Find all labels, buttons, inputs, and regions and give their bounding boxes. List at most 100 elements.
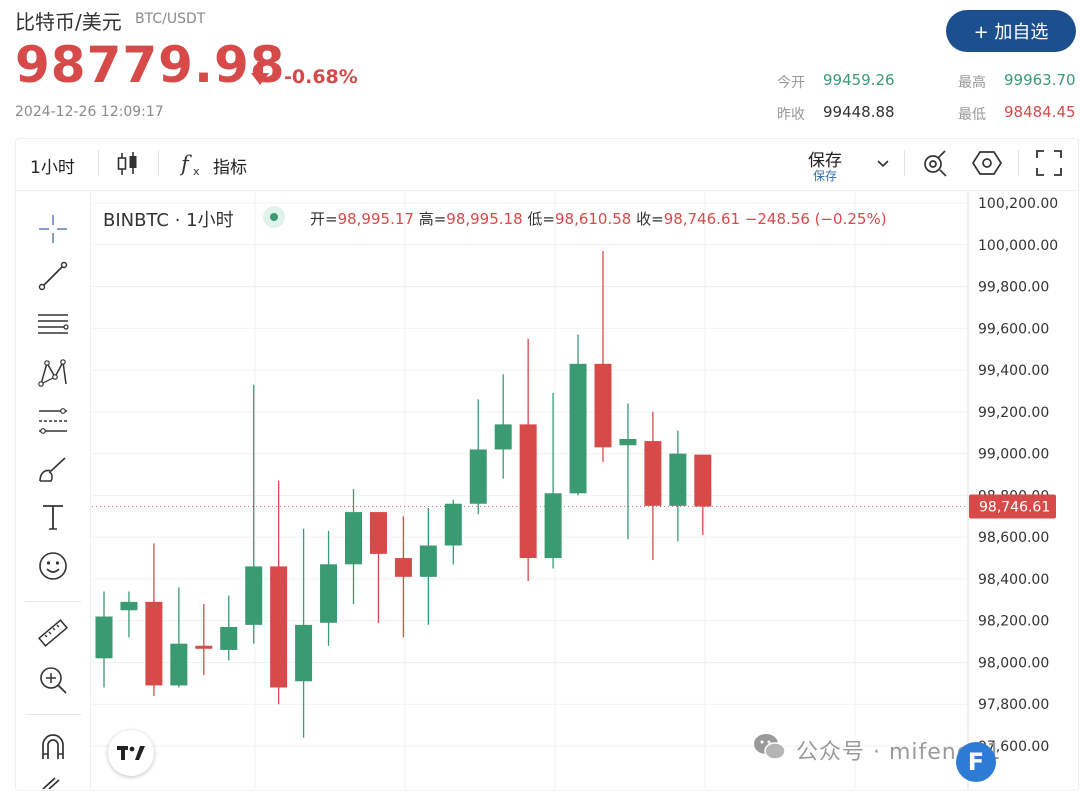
- high-label: 最高: [958, 75, 986, 91]
- candle-body: [619, 438, 637, 446]
- toolbar-separator: [98, 150, 99, 176]
- y-tick-label: 100,000.00: [978, 238, 1058, 254]
- add-watchlist-button[interactable]: + 加自选: [946, 10, 1076, 52]
- candle: [270, 480, 288, 705]
- candle-body: [594, 363, 612, 448]
- high-label: 高=: [418, 210, 447, 228]
- tool-divider: [25, 601, 81, 602]
- candle: [544, 393, 562, 569]
- candle-body: [494, 424, 512, 450]
- magnet-icon[interactable]: [37, 731, 69, 763]
- prev-close-value: 99448.88: [823, 103, 895, 121]
- candle: [170, 587, 188, 688]
- change-percent: -0.68%: [284, 66, 358, 88]
- candle-body: [419, 545, 437, 577]
- y-tick-label: 99,600.00: [978, 321, 1049, 337]
- candle: [295, 528, 313, 738]
- candle-body: [195, 645, 213, 649]
- y-tick-label: 98,400.00: [978, 572, 1049, 588]
- low-label: 低=: [527, 210, 555, 228]
- pair-code: BTC/USDT: [135, 11, 206, 27]
- candle: [369, 512, 387, 623]
- toolbar-separator: [904, 150, 905, 176]
- toolbar-separator: [1018, 150, 1019, 176]
- brush-icon[interactable]: [37, 453, 69, 485]
- candle-body: [320, 564, 338, 623]
- zoom-in-icon[interactable]: [37, 664, 69, 696]
- crosshair-icon[interactable]: [37, 213, 69, 245]
- toolbar-divider-vertical: [90, 191, 91, 789]
- chart-symbol: BINBTC · 1小时: [103, 210, 234, 231]
- arrow-down-icon: [251, 62, 269, 85]
- candle-body: [694, 454, 712, 507]
- y-tick-label: 98,200.00: [978, 614, 1049, 630]
- candle-body: [295, 624, 313, 682]
- y-tick-label: 99,000.00: [978, 447, 1049, 463]
- candle: [669, 430, 687, 542]
- prev-close-label: 昨收: [777, 107, 805, 123]
- high-value: 99963.70: [1004, 71, 1076, 89]
- candle: [644, 411, 662, 561]
- candle: [419, 507, 437, 625]
- emoji-icon[interactable]: [37, 550, 69, 582]
- candle: [120, 591, 138, 638]
- candle-body: [544, 493, 562, 559]
- hexagon-icon[interactable]: [972, 148, 1002, 178]
- low-label: 最低: [958, 107, 986, 123]
- y-tick-label: 100,200.00: [978, 196, 1058, 212]
- indicators-button[interactable]: 指标: [213, 158, 247, 178]
- price-axis: 100,200.00 100,000.00 99,800.00 99,600.00 99…: [967, 191, 1058, 789]
- candle-body: [120, 601, 138, 611]
- settings-icon[interactable]: [920, 148, 950, 178]
- fx-icon[interactable]: f x: [180, 150, 206, 178]
- candle: [469, 399, 487, 515]
- fullscreen-icon[interactable]: [1036, 150, 1062, 176]
- toolbar-divider: [15, 190, 1077, 191]
- f-logo-icon: F: [956, 742, 996, 782]
- high-value: 98,995.18: [446, 210, 523, 228]
- pencil-icon[interactable]: [37, 776, 69, 789]
- candle: [569, 334, 587, 496]
- y-tick-label: 97,800.00: [978, 697, 1049, 713]
- candle: [394, 516, 412, 638]
- close-label: 收=: [636, 210, 664, 228]
- candles-icon[interactable]: [116, 150, 140, 178]
- tool-divider: [25, 714, 81, 715]
- last-price-label: 98,746.61: [979, 500, 1050, 516]
- y-tick-label: 98,600.00: [978, 530, 1049, 546]
- pair-name: 比特币/美元: [15, 10, 122, 34]
- candle-body: [469, 449, 487, 504]
- candle-body: [145, 601, 163, 686]
- tv-logo-icon: [117, 746, 145, 760]
- candle-body: [170, 643, 188, 686]
- candle-body: [270, 566, 288, 688]
- trend-line-icon[interactable]: [37, 260, 69, 292]
- interval-button[interactable]: 1小时: [30, 158, 75, 178]
- y-tick-label: 98,000.00: [978, 655, 1049, 671]
- pattern-icon[interactable]: [37, 357, 69, 389]
- save-button[interactable]: 保存: [808, 151, 842, 171]
- candles: [95, 251, 712, 738]
- ruler-icon[interactable]: [37, 617, 69, 649]
- drawing-toolbar: [15, 191, 90, 789]
- candle: [444, 499, 462, 565]
- text-icon[interactable]: [37, 501, 69, 533]
- candle-body: [345, 512, 362, 565]
- last-price-tag: 98,746.61: [969, 494, 1056, 519]
- candle-body: [519, 424, 537, 559]
- low-value: 98,610.58: [554, 210, 632, 228]
- horizontal-lines-icon[interactable]: [37, 308, 69, 340]
- candle-body: [394, 558, 412, 577]
- candle: [95, 591, 113, 688]
- wechat-icon: [754, 734, 786, 760]
- tradingview-logo[interactable]: [108, 730, 154, 776]
- candle: [220, 595, 238, 661]
- status-dot-icon: [263, 206, 285, 228]
- chevron-down-icon[interactable]: [875, 155, 891, 171]
- candle-body: [245, 566, 263, 625]
- open-label: 开=: [310, 210, 338, 228]
- fib-icon[interactable]: [37, 405, 69, 437]
- candle: [245, 384, 263, 644]
- candle-body: [669, 453, 687, 506]
